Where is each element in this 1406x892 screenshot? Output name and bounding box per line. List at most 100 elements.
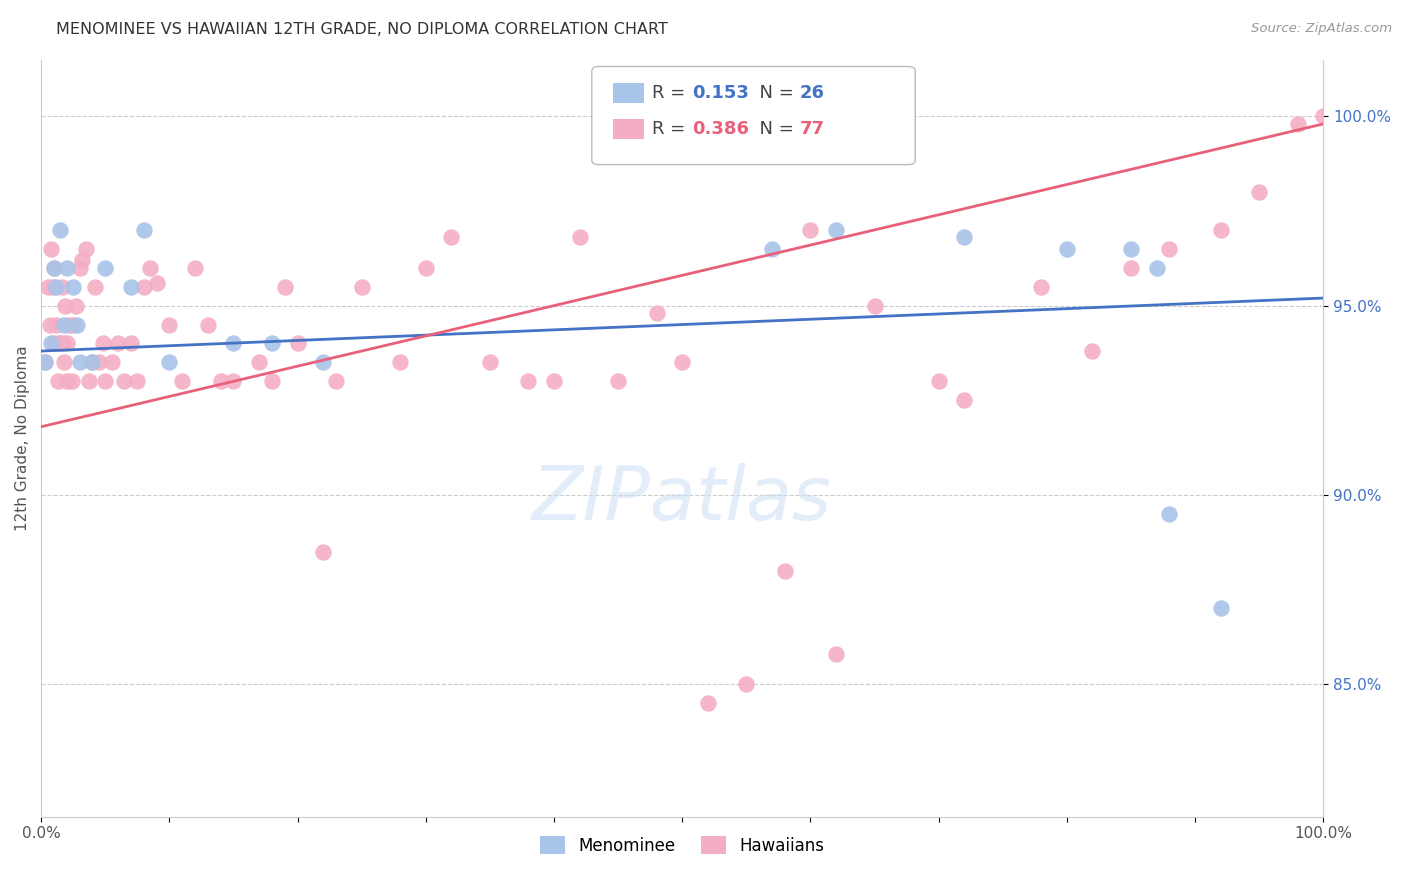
Point [77, 374, 100, 388]
Point [953, 230, 976, 244]
Point [260, 336, 283, 351]
Point [132, 223, 155, 237]
Point [127, 374, 149, 388]
Point [209, 374, 232, 388]
Point [39, 318, 62, 332]
Point [440, 230, 463, 244]
Point [928, 374, 950, 388]
Point [41, 279, 63, 293]
Point [287, 336, 309, 351]
Point [517, 374, 540, 388]
Point [222, 336, 245, 351]
Point [312, 544, 335, 558]
Point [82, 355, 104, 369]
Point [132, 279, 155, 293]
Point [825, 223, 848, 237]
Point [260, 374, 283, 388]
Text: N =: N = [748, 84, 800, 103]
Point [543, 374, 565, 388]
Point [34, 355, 56, 369]
Point [70, 253, 93, 268]
Point [55, 299, 77, 313]
Point [1056, 242, 1078, 256]
Point [696, 696, 718, 710]
Point [735, 677, 758, 691]
Point [389, 355, 412, 369]
Point [94, 260, 117, 275]
Point [55, 260, 77, 275]
Point [799, 223, 821, 237]
Point [48, 336, 70, 351]
Point [66, 318, 89, 332]
Point [761, 242, 783, 256]
Point [247, 355, 270, 369]
Point [41, 242, 63, 256]
Point [274, 279, 297, 293]
Point [773, 564, 796, 578]
Legend: Menominee, Hawaiians: Menominee, Hawaiians [534, 830, 831, 862]
Point [69, 260, 91, 275]
Point [1119, 242, 1142, 256]
Point [55, 374, 77, 388]
Point [1209, 223, 1232, 237]
Point [87, 355, 110, 369]
Point [65, 299, 87, 313]
Text: R =: R = [652, 120, 692, 138]
Y-axis label: 12th Grade, No Diploma: 12th Grade, No Diploma [15, 345, 30, 531]
Point [1209, 601, 1232, 615]
Point [1286, 117, 1309, 131]
Text: N =: N = [748, 120, 800, 138]
Point [145, 276, 167, 290]
Point [34, 355, 56, 369]
Point [312, 355, 335, 369]
Point [107, 336, 129, 351]
Point [49, 336, 72, 351]
Text: ZIPatlas: ZIPatlas [531, 463, 832, 534]
Point [222, 374, 245, 388]
Text: 77: 77 [800, 120, 825, 138]
Text: MENOMINEE VS HAWAIIAN 12TH GRADE, NO DIPLOMA CORRELATION CHART: MENOMINEE VS HAWAIIAN 12TH GRADE, NO DIP… [56, 22, 668, 37]
Text: Source: ZipAtlas.com: Source: ZipAtlas.com [1251, 22, 1392, 36]
Point [350, 279, 373, 293]
Point [58, 318, 80, 332]
Point [825, 647, 848, 661]
Point [671, 355, 693, 369]
Point [157, 318, 180, 332]
Point [120, 336, 142, 351]
Point [37, 279, 59, 293]
Point [607, 374, 630, 388]
Point [62, 318, 84, 332]
Point [1159, 242, 1181, 256]
Point [53, 318, 76, 332]
Point [45, 279, 67, 293]
Point [568, 230, 591, 244]
Point [645, 306, 668, 320]
Point [325, 374, 347, 388]
Point [114, 374, 136, 388]
Point [100, 355, 122, 369]
Point [51, 279, 73, 293]
Point [45, 318, 67, 332]
Point [139, 260, 162, 275]
Point [42, 260, 65, 275]
Point [1159, 507, 1181, 521]
Point [53, 355, 76, 369]
Point [69, 355, 91, 369]
Point [41, 336, 63, 351]
Point [1312, 109, 1334, 123]
Point [60, 374, 83, 388]
Text: 0.153: 0.153 [692, 84, 748, 103]
Point [91, 336, 114, 351]
Point [62, 279, 84, 293]
Point [55, 336, 77, 351]
Point [953, 393, 976, 408]
Point [120, 279, 142, 293]
Point [52, 336, 75, 351]
Point [82, 355, 104, 369]
Point [1031, 279, 1053, 293]
Text: R =: R = [652, 84, 692, 103]
Point [42, 260, 65, 275]
Point [157, 355, 180, 369]
Point [1119, 260, 1142, 275]
Point [172, 374, 194, 388]
